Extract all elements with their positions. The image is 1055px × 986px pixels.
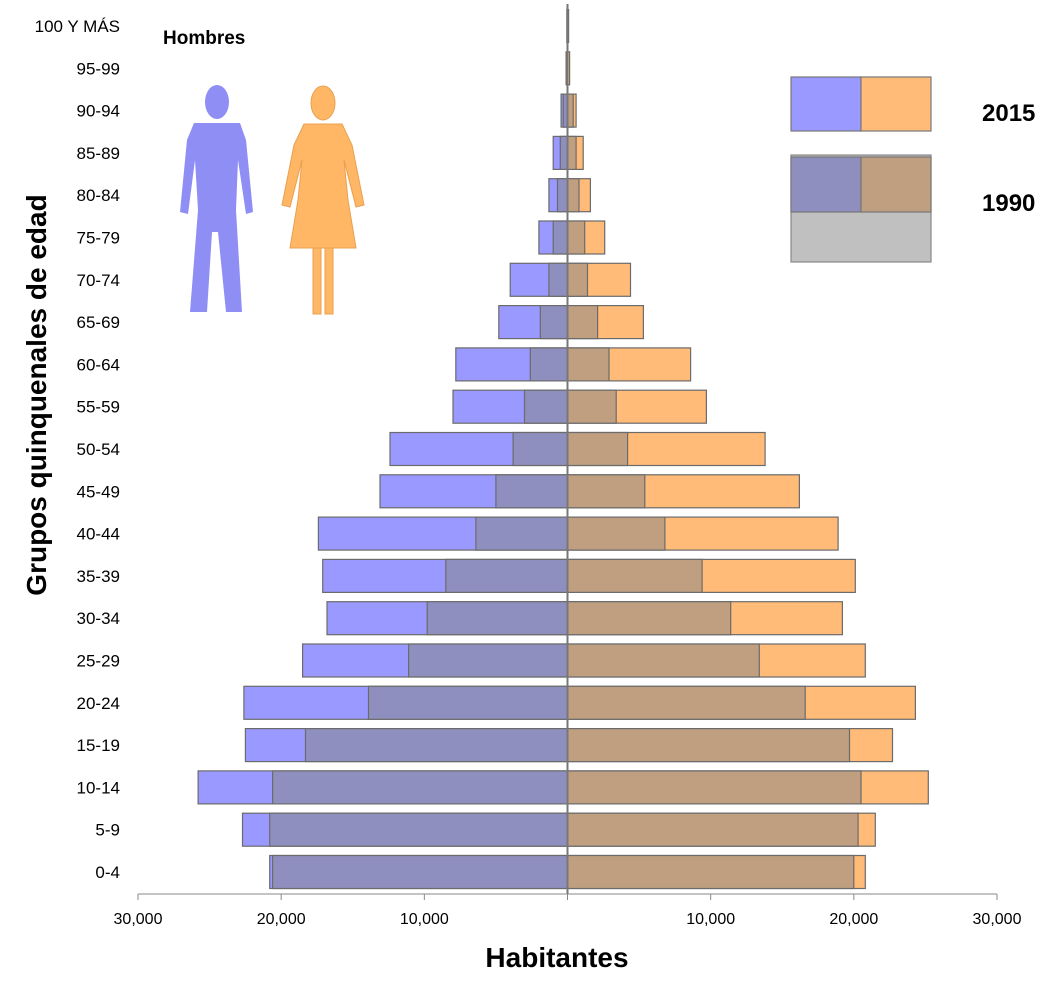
- age-group-label: 80-84: [77, 186, 120, 205]
- bar-1990-women-45-49: [566, 474, 646, 509]
- bar-1990-men-15-19: [304, 727, 569, 763]
- bar-1990-men-0-4: [272, 854, 569, 890]
- x-tick-label: 20,000: [829, 911, 878, 928]
- bar-1990-men-80-84: [556, 178, 569, 213]
- bar-1990-women-20-24: [566, 685, 806, 720]
- bar-1990-women-40-44: [566, 516, 666, 551]
- x-axis-label: Habitantes: [485, 942, 628, 973]
- bar-1990-women-30-34: [566, 601, 732, 636]
- age-group-label: 100 Y MÁS: [35, 17, 120, 36]
- men-label: Hombres: [163, 28, 245, 49]
- age-group-label: 40-44: [77, 525, 120, 544]
- age-group-label: 50-54: [77, 440, 120, 459]
- bar-1990-women-10-14: [566, 770, 862, 805]
- bar-1990-men-85-89: [559, 135, 569, 170]
- bar-1990-women-5-9: [566, 812, 859, 847]
- bar-1990-women-0-4: [566, 854, 855, 890]
- legend: 2015 1990: [790, 76, 1035, 263]
- x-tick-label: 30,000: [114, 911, 163, 928]
- legend-label-2015: 2015: [982, 100, 1035, 127]
- bar-1990-men-5-9: [269, 812, 569, 847]
- x-tick-label: 20,000: [257, 911, 306, 928]
- bar-1990-men-20-24: [367, 685, 569, 720]
- age-group-label: 55-59: [77, 398, 120, 417]
- x-tick-label: 10,000: [686, 911, 735, 928]
- age-group-label: 85-89: [77, 144, 120, 163]
- bar-1990-men-25-29: [408, 643, 569, 678]
- age-group-label: 75-79: [77, 229, 120, 248]
- legend-label-1990: 1990: [982, 190, 1035, 217]
- age-group-label: 70-74: [77, 271, 120, 290]
- bar-1990-women-65-69: [566, 305, 599, 340]
- age-group-label: 5-9: [95, 821, 120, 840]
- bar-1990-women-55-59: [566, 389, 617, 424]
- bar-1990-women-35-39: [566, 558, 703, 594]
- bar-1990-men-45-49: [495, 474, 569, 509]
- age-group-label: 90-94: [77, 102, 120, 121]
- bar-1990-women-70-74: [566, 262, 589, 297]
- bar-1990-men-70-74: [548, 262, 569, 297]
- bar-1990-women-50-54: [566, 431, 629, 467]
- bar-1990-men-60-64: [529, 347, 569, 382]
- age-group-label: 20-24: [77, 694, 120, 713]
- age-group-label: 60-64: [77, 355, 120, 374]
- bar-1990-women-75-79: [566, 220, 586, 255]
- age-group-label: 10-14: [77, 778, 120, 797]
- bar-1990-men-10-14: [272, 770, 569, 805]
- bar-1990-men-30-34: [426, 601, 569, 636]
- bar-1990-men-75-79: [552, 220, 569, 255]
- legend-swatch-2015-men: [790, 76, 862, 132]
- legend-swatch-2015-women: [860, 76, 932, 132]
- bar-1990-women-85-89: [566, 135, 577, 170]
- age-group-label: 35-39: [77, 567, 120, 586]
- bar-1990-women-25-29: [566, 643, 760, 678]
- x-tick-label: 30,000: [973, 911, 1022, 928]
- bar-1990-men-35-39: [445, 558, 569, 594]
- legend-swatch-1990-women: [860, 156, 932, 213]
- bar-1990-men-40-44: [475, 516, 569, 551]
- bar-1990-women-15-19: [566, 727, 851, 763]
- x-tick-label: 10,000: [400, 911, 449, 928]
- bar-1990-men-65-69: [539, 305, 569, 340]
- age-group-label: 30-34: [77, 609, 120, 628]
- bar-1990-men-50-54: [512, 431, 569, 467]
- age-group-label: 25-29: [77, 652, 120, 671]
- age-group-label: 95-99: [77, 59, 120, 78]
- man-icon: [180, 85, 253, 312]
- bar-1990-women-60-64: [566, 347, 610, 382]
- woman-icon: [281, 85, 365, 315]
- y-axis-label: Grupos quinquenales de edad: [21, 194, 52, 595]
- age-group-label: 45-49: [77, 482, 120, 501]
- age-group-label: 15-19: [77, 736, 120, 755]
- age-group-label: 0-4: [95, 863, 120, 882]
- bar-1990-men-55-59: [523, 389, 569, 424]
- age-group-label: 65-69: [77, 313, 120, 332]
- bar-1990-women-80-84: [566, 178, 580, 213]
- legend-swatch-1990-men: [790, 156, 862, 213]
